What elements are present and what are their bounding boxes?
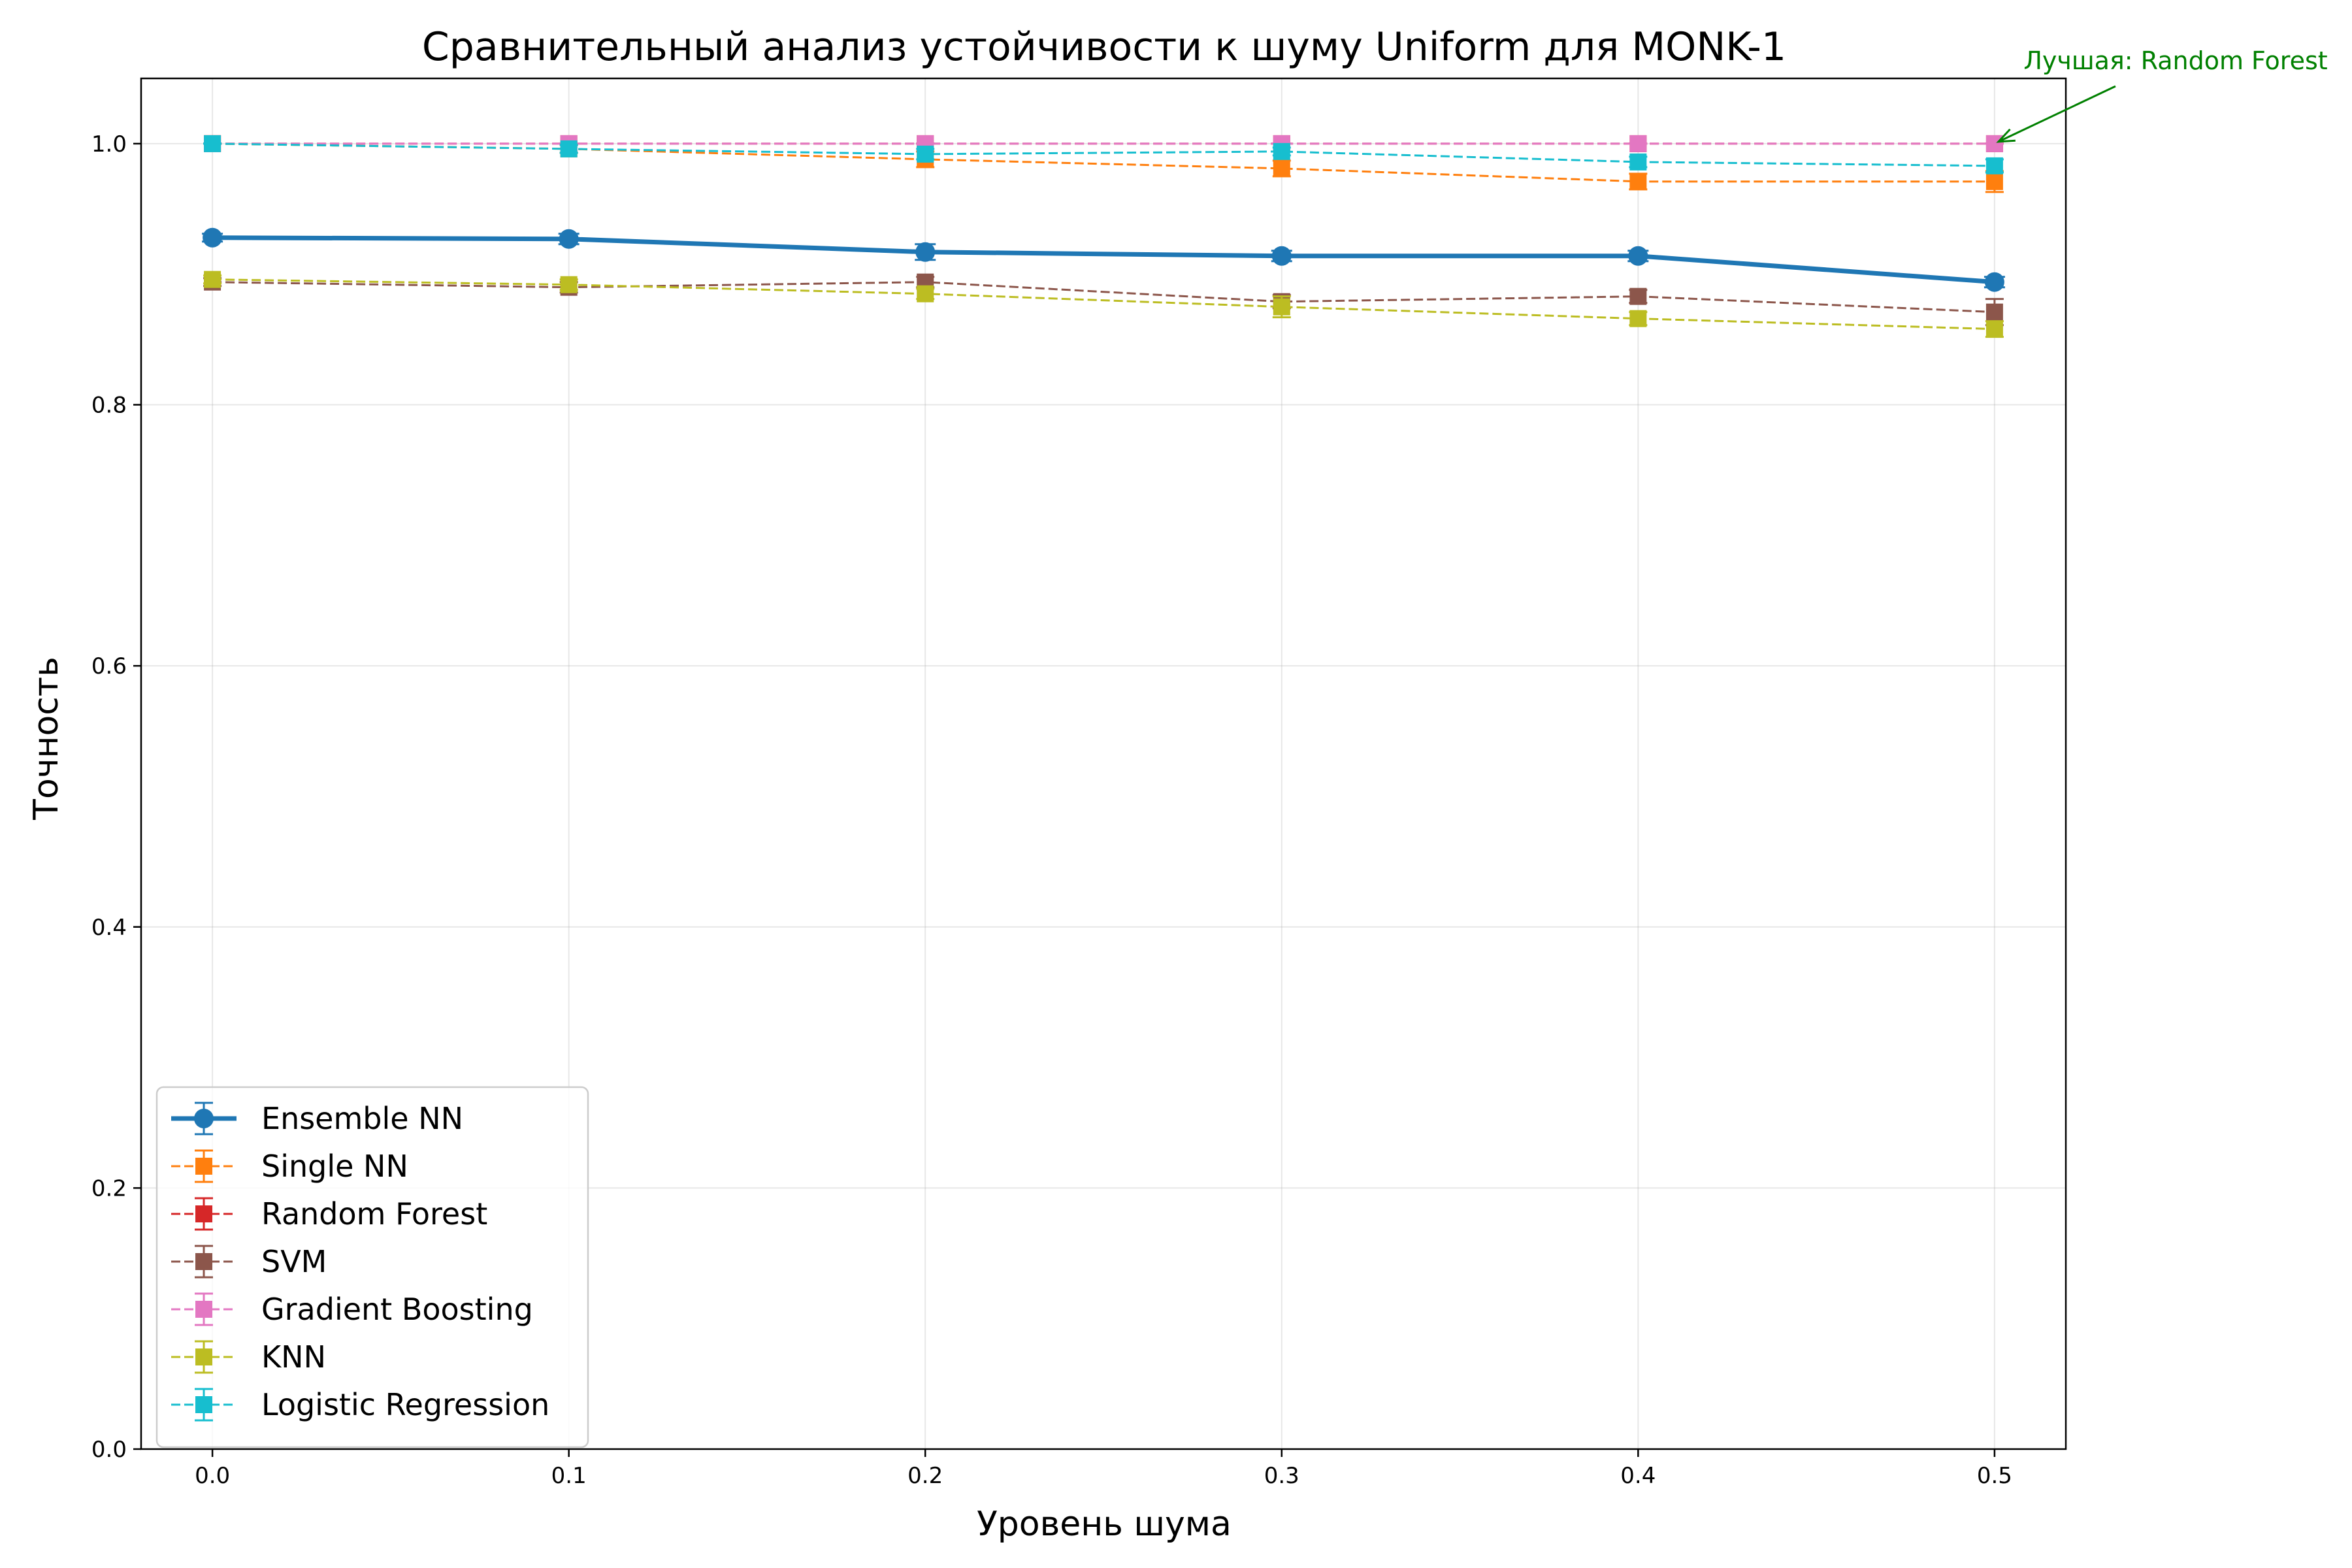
legend-item: SVM xyxy=(171,1244,327,1279)
legend-marker xyxy=(195,1396,212,1413)
legend-item: Single NN xyxy=(171,1149,408,1184)
data-point-ensemble-nn xyxy=(1984,272,2004,292)
data-point-single-nn xyxy=(1985,172,2003,190)
y-tick-label: 0.8 xyxy=(91,393,127,419)
legend-marker xyxy=(195,1205,212,1222)
data-point-gradient-boosting xyxy=(1629,135,1647,152)
legend-label: Logistic Regression xyxy=(261,1387,549,1422)
data-point-logistic-regression xyxy=(917,145,934,163)
y-tick-label: 0.6 xyxy=(91,653,127,679)
x-tick-label: 0.0 xyxy=(195,1463,230,1489)
y-tick-label: 0.0 xyxy=(91,1437,127,1463)
series-line-svm xyxy=(212,281,1995,314)
data-point-ensemble-nn xyxy=(915,242,936,262)
x-tick-label: 0.1 xyxy=(551,1463,587,1489)
data-point-knn xyxy=(204,270,221,288)
data-point-knn xyxy=(560,276,578,293)
series-logistic-regression xyxy=(203,135,2004,174)
legend-label: Ensemble NN xyxy=(261,1101,463,1136)
legend-item: Gradient Boosting xyxy=(171,1292,533,1327)
series-line-single-nn xyxy=(212,142,1995,183)
data-point-gradient-boosting xyxy=(1985,135,2003,152)
y-tick-label: 1.0 xyxy=(91,131,127,157)
legend-label: Single NN xyxy=(261,1149,408,1184)
x-tick-label: 0.3 xyxy=(1264,1463,1299,1489)
legend-item: Ensemble NN xyxy=(171,1101,463,1136)
data-point-svm xyxy=(1629,287,1647,305)
legend-marker xyxy=(195,1253,212,1270)
data-point-single-nn xyxy=(1273,159,1290,177)
annotation-arrow xyxy=(1999,85,2116,142)
data-point-knn xyxy=(917,285,934,302)
y-tick-label: 0.4 xyxy=(91,915,127,941)
series-line-logistic-regression xyxy=(212,142,1995,167)
best-model-annotation: Лучшая: Random Forest xyxy=(1996,46,2328,143)
legend-marker xyxy=(195,1301,212,1318)
y-axis-label: Точность xyxy=(27,657,66,821)
series-knn xyxy=(203,270,2004,338)
data-point-ensemble-nn xyxy=(1271,246,1292,266)
series-ensemble-nn xyxy=(202,227,2005,292)
data-point-logistic-regression xyxy=(1629,153,1647,171)
legend-label: Gradient Boosting xyxy=(261,1292,533,1327)
data-point-ensemble-nn xyxy=(559,229,579,249)
data-point-logistic-regression xyxy=(1985,157,2003,174)
legend-label: KNN xyxy=(261,1339,326,1375)
x-axis-ticks: 0.0 0.1 0.2 0.3 0.4 0.5 xyxy=(195,1449,2012,1489)
chart-title: Сравнительный анализ устойчивости к шуму… xyxy=(422,24,1786,70)
legend-item: KNN xyxy=(171,1339,326,1375)
x-tick-label: 0.4 xyxy=(1620,1463,1656,1489)
x-tick-label: 0.2 xyxy=(907,1463,943,1489)
plot-frame xyxy=(140,77,2067,1450)
legend-item: Random Forest xyxy=(171,1196,487,1232)
x-tick-label: 0.5 xyxy=(1977,1463,2012,1489)
data-point-ensemble-nn xyxy=(1628,246,1648,266)
data-point-knn xyxy=(1273,298,1290,316)
annotation-text: Лучшая: Random Forest xyxy=(2023,46,2327,75)
data-point-single-nn xyxy=(1629,172,1647,190)
series-line-knn xyxy=(212,278,1995,331)
legend: Ensemble NN Single NN Random Forest SVM Grad… xyxy=(155,1086,589,1448)
data-point-knn xyxy=(1985,320,2003,338)
data-point-svm xyxy=(1985,303,2003,321)
data-point-ensemble-nn xyxy=(203,227,223,248)
legend-item: Logistic Regression xyxy=(171,1387,549,1422)
legend-marker xyxy=(195,1348,212,1365)
series-layer xyxy=(202,135,2005,338)
legend-marker xyxy=(194,1109,214,1128)
data-point-logistic-regression xyxy=(1273,142,1290,160)
legend-marker xyxy=(195,1158,212,1175)
x-axis-label: Уровень шума xyxy=(977,1505,1232,1544)
data-point-knn xyxy=(1629,310,1647,327)
annotation-arrowhead xyxy=(1996,128,2016,143)
y-axis-ticks: 0.0 0.2 0.4 0.6 0.8 1.0 xyxy=(91,131,141,1463)
data-point-logistic-regression xyxy=(204,135,221,152)
legend-label: SVM xyxy=(261,1244,327,1279)
legend-label: Random Forest xyxy=(261,1196,487,1232)
y-tick-label: 0.2 xyxy=(91,1175,127,1201)
series-line-ensemble-nn xyxy=(212,235,1995,285)
legend-box xyxy=(155,1086,589,1448)
series-svm xyxy=(203,273,2004,327)
data-point-logistic-regression xyxy=(560,140,578,157)
